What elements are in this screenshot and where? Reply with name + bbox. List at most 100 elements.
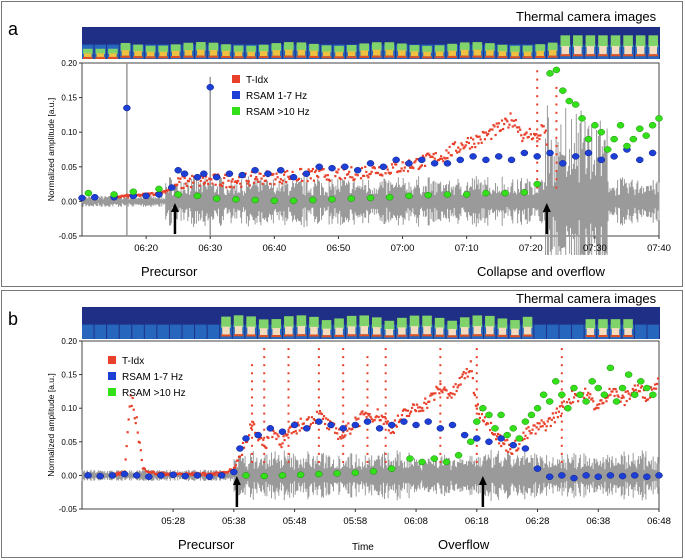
panel-a [1, 1, 683, 287]
t-idx-point [503, 122, 506, 126]
t-idx-point [528, 429, 531, 433]
thermal-frame [82, 324, 94, 339]
thermal-frame-warm [510, 320, 520, 330]
t-idx-point [400, 167, 403, 170]
t-idx-point [391, 166, 395, 169]
t-idx-point [335, 427, 338, 430]
t-idx-spike-point [317, 428, 320, 431]
t-idx-spike-point [555, 153, 558, 156]
thermal-frame-warm [95, 48, 106, 54]
t-idx-point [279, 178, 282, 181]
thermal-frame-hot [184, 50, 193, 56]
t-idx-point [220, 184, 224, 187]
rsam-high-point [369, 468, 378, 475]
t-idx-point [498, 442, 501, 445]
t-idx-spike-point [317, 388, 320, 391]
t-idx-spike-point [560, 444, 563, 447]
t-idx-point [531, 137, 535, 140]
rsam-low-point [276, 167, 285, 174]
thermal-frame-hot [134, 51, 142, 57]
thermal-frame-warm [598, 35, 608, 48]
rsam-low-point [353, 167, 362, 174]
t-idx-point [450, 154, 453, 157]
legend-swatch [108, 372, 116, 380]
rsam-high-point [260, 472, 268, 480]
t-idx-point [403, 166, 406, 169]
t-idx-point [163, 189, 166, 193]
t-idx-spike-point [263, 460, 266, 463]
thermal-frame-warm [648, 35, 658, 48]
rsam-low-point [430, 160, 439, 167]
t-idx-point [497, 122, 500, 125]
t-idx-point [519, 128, 522, 131]
rsam-high-point [612, 398, 621, 405]
t-idx-point [571, 401, 575, 404]
rsam-low-point [108, 472, 117, 479]
t-idx-point [536, 140, 539, 143]
t-idx-point [165, 473, 168, 477]
rsam-high-point [636, 125, 644, 132]
t-idx-point [533, 424, 536, 427]
t-idx-point [353, 178, 356, 181]
t-idx-point [254, 177, 257, 181]
thermal-frame-edge [409, 334, 420, 337]
thermal-frame-warm [409, 45, 420, 53]
rsam-low-point [443, 160, 452, 167]
t-idx-point [374, 416, 377, 419]
t-idx-point [367, 176, 370, 179]
t-idx-spike-point [287, 364, 290, 367]
t-idx-point [640, 385, 643, 388]
t-idx-spike-point [317, 372, 320, 375]
t-idx-point [294, 429, 297, 433]
t-idx-spike-point [317, 396, 320, 399]
t-idx-point [227, 470, 230, 473]
rsam-high-point [521, 418, 530, 425]
t-idx-point [572, 396, 576, 399]
t-idx-point [323, 422, 327, 426]
t-idx-point [437, 388, 440, 391]
thermal-frame-hot [460, 327, 469, 335]
t-idx-spike-point [263, 380, 266, 383]
thermal-frame-warm [296, 42, 307, 51]
t-idx-point [115, 472, 118, 475]
thermal-frame-edge [635, 54, 646, 57]
t-idx-point [465, 140, 468, 144]
t-idx-point [364, 165, 367, 169]
t-idx-point [468, 147, 472, 150]
t-idx-point [446, 396, 449, 399]
t-idx-spike-point [366, 380, 369, 383]
rsam-high-point [624, 371, 633, 378]
t-idx-spike-point [384, 348, 387, 351]
panel-a-marker-label-2: Collapse and overflow [477, 264, 605, 279]
t-idx-point [276, 433, 279, 436]
t-idx-point [309, 177, 312, 180]
t-idx-spike-point [475, 404, 478, 407]
thermal-frame-edge [510, 56, 520, 59]
thermal-frame-edge [434, 56, 445, 59]
rsam-low-point [485, 438, 493, 446]
t-idx-spike-point [439, 460, 442, 463]
t-idx-spike-point [287, 356, 290, 359]
y-tick-label: 0.15 [61, 94, 77, 103]
t-idx-point [191, 174, 194, 177]
t-idx-point [324, 174, 327, 177]
rsam-high-point [606, 364, 615, 372]
t-idx-point [476, 403, 480, 406]
y-axis-label: Normalized amplitude [a.u.] [46, 373, 56, 476]
x-tick-label: 05:28 [161, 516, 185, 527]
t-idx-point [138, 441, 141, 444]
t-idx-point [264, 179, 267, 182]
rsam-low-point [254, 431, 262, 439]
thermal-frame [94, 324, 107, 339]
t-idx-point [646, 398, 650, 401]
rsam-high-point [582, 398, 590, 405]
t-idx-point [431, 155, 434, 158]
thermal-frame-warm [522, 316, 533, 328]
rsam-low-point [200, 170, 208, 177]
thermal-frame-warm [422, 315, 432, 328]
rsam-low-point [289, 173, 298, 181]
t-idx-point [347, 422, 350, 425]
rsam-low-point [238, 171, 247, 179]
thermal-frame-edge [535, 56, 545, 59]
t-idx-point [302, 422, 305, 425]
